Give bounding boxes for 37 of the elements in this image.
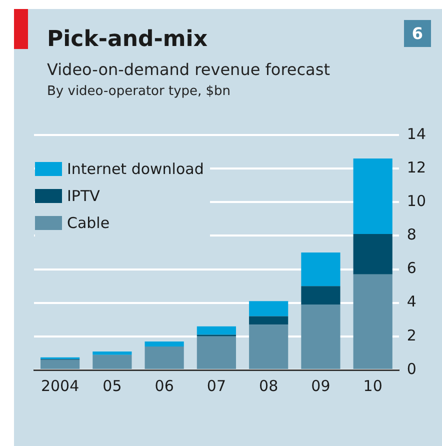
x-tick-label: 07 xyxy=(206,376,226,395)
bar xyxy=(144,346,184,369)
y-tick-label: 12 xyxy=(406,158,426,176)
bar xyxy=(196,336,236,369)
y-tick-label: 10 xyxy=(406,192,426,210)
y-tick-label: 2 xyxy=(406,326,416,344)
x-tick-label: 09 xyxy=(311,376,330,395)
chart-title: Pick-and-mix xyxy=(47,27,208,52)
bar xyxy=(249,324,288,369)
x-tick-label: 10 xyxy=(363,376,382,395)
y-tick-label: 4 xyxy=(406,292,416,311)
bar xyxy=(144,341,184,346)
bar xyxy=(92,352,132,355)
y-tick-label: 6 xyxy=(406,259,416,278)
bar xyxy=(40,360,80,369)
legend-label: Cable xyxy=(67,214,110,232)
text: By video-operator type, $bn xyxy=(47,84,231,99)
chart-subtitle: Video-on-demand revenue forecast xyxy=(47,60,330,79)
bar xyxy=(301,304,340,369)
x-tick-label: 2004 xyxy=(40,376,80,395)
bar xyxy=(196,326,236,335)
bar xyxy=(353,158,392,234)
x-tick-label: 06 xyxy=(154,376,174,395)
bar xyxy=(353,274,392,369)
legend-label: IPTV xyxy=(67,186,100,204)
bar xyxy=(301,286,340,305)
x-tick-label: 08 xyxy=(259,376,278,395)
bar xyxy=(92,354,132,369)
x-tick-label: 05 xyxy=(102,376,122,395)
y-tick-label: 14 xyxy=(406,124,426,143)
bar xyxy=(249,316,288,325)
bar xyxy=(353,234,392,274)
bar xyxy=(301,252,340,286)
y-tick-label: 0 xyxy=(406,360,416,378)
y-tick-label: 8 xyxy=(406,226,416,244)
legend-label: Internet download xyxy=(67,160,204,178)
bar xyxy=(249,301,288,316)
